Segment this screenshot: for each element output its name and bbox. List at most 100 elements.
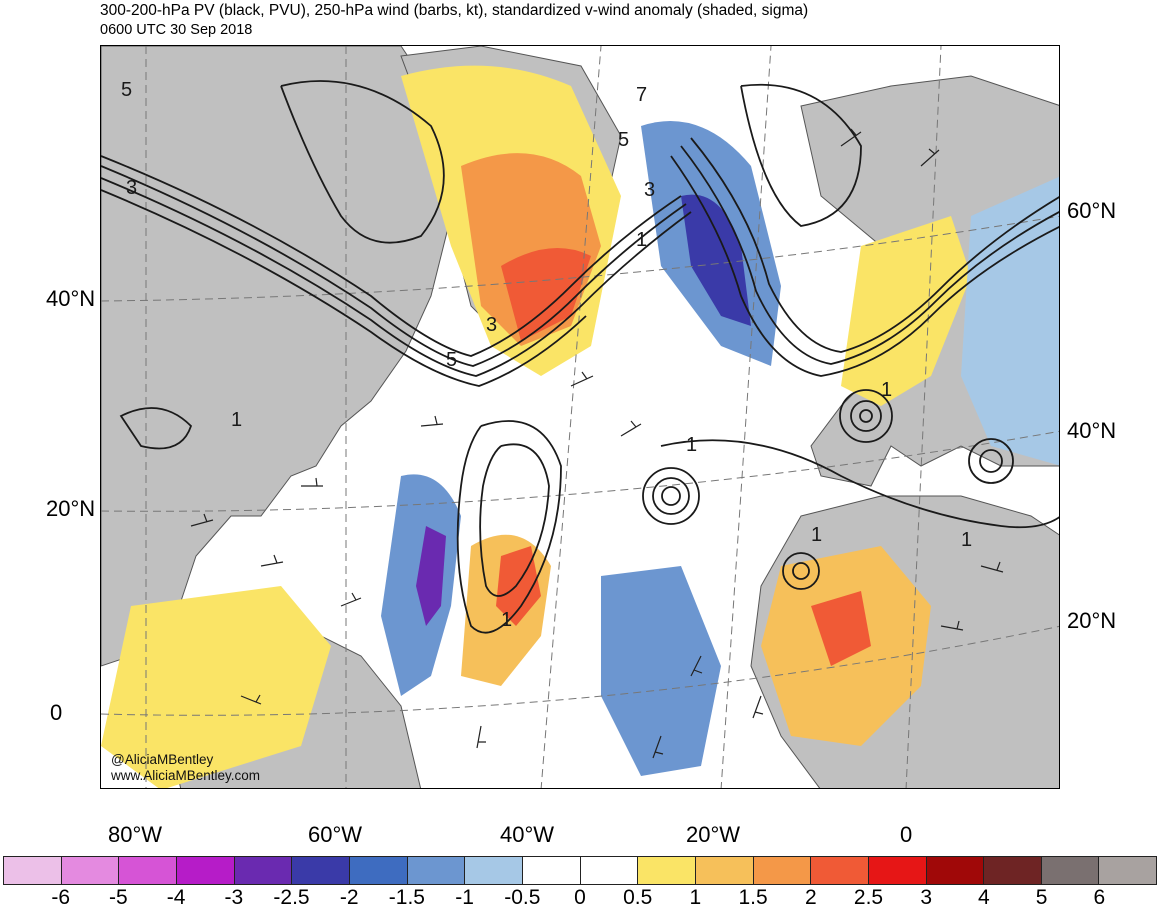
pv-contour-trough-2 [680, 145, 1059, 365]
colorbar-tick-label: -3 [224, 886, 244, 909]
contour-label: 1 [636, 229, 647, 251]
wind-barb [690, 655, 703, 677]
parallel-40n [101, 215, 1059, 302]
meridian-40w [540, 46, 602, 788]
graticule [101, 46, 1059, 788]
wind-barb [752, 695, 764, 719]
colorbar-swatch [695, 857, 754, 884]
wind-barb [652, 735, 664, 759]
positive-anomaly-africa-core [811, 591, 871, 666]
colorbar-swatch [465, 857, 523, 884]
pv-contour-north-1 [280, 80, 445, 244]
lat-label-right-40n: 40°N [1067, 418, 1117, 443]
valid-time: 0600 UTC 30 Sep 2018 [100, 22, 253, 38]
colorbar-swatch [61, 857, 120, 884]
colorbar-swatch [522, 857, 581, 884]
pv-cutoff-africa-1 [782, 552, 820, 590]
pv-cutoff-azores-2 [652, 477, 690, 515]
lon-label-80w: 80°W [108, 822, 163, 847]
positive-anomaly-greenland-max [501, 248, 591, 341]
lat-label-right-60n: 60°N [1067, 198, 1117, 223]
colorbar-tick-label: 3 [920, 886, 933, 909]
lat-label-left-20n: 20°N [46, 496, 96, 521]
colorbar-tick-label: 0 [574, 886, 586, 909]
pv-contour-jet-2 [101, 165, 687, 367]
contour-label: 1 [961, 529, 972, 551]
pv-contour-trough-3 [690, 137, 1059, 353]
contour-label: 1 [231, 409, 242, 431]
colorbar-tick-label: -6 [51, 886, 71, 909]
contour-label: 3 [486, 314, 497, 336]
wind-barb [340, 592, 362, 607]
contour-label: 3 [644, 179, 655, 201]
colorbar-tick-label: -1.5 [388, 886, 425, 909]
colorbar-tick-label: -0.5 [504, 886, 541, 909]
colorbar-swatch [580, 857, 639, 884]
negative-anomaly-tropical [601, 566, 721, 776]
colorbar-tick-label: 5 [1035, 886, 1048, 909]
colorbar-tick-label: -5 [109, 886, 128, 909]
pv-cutoff-iberia-1 [839, 389, 893, 443]
colorbar-tick-label: 2.5 [853, 886, 884, 909]
colorbar-swatch [176, 857, 235, 884]
meridian-0 [905, 46, 942, 788]
contour-label: 1 [686, 434, 697, 456]
colorbar-swatch [292, 857, 350, 884]
parallel-20n [101, 430, 1059, 512]
pv-contour-north-2 [740, 83, 862, 227]
colorbar-tick-label: 4 [978, 886, 990, 909]
watermark-handle: @AliciaMBentley [111, 752, 214, 767]
colorbar-swatch [1099, 857, 1157, 884]
wind-barb [570, 371, 594, 387]
contour-label: 1 [881, 379, 892, 401]
lat-label-right-20n: 20°N [1067, 608, 1117, 633]
wind-barb [840, 128, 862, 147]
wind-barb [301, 477, 323, 487]
pv-contour-jet-3 [101, 177, 692, 377]
pv-cutoff-azores-3 [661, 486, 681, 506]
colorbar-swatch [349, 857, 408, 884]
colorbar-tick-label: 2 [804, 886, 817, 909]
contour-label: 5 [446, 349, 457, 371]
lon-label-60w: 60°W [308, 822, 363, 847]
wind-barb [940, 620, 964, 631]
colorbar-swatch [119, 857, 177, 884]
pv-contour-cutoff-atlantic-2 [479, 443, 550, 597]
positive-anomaly-caribbean [101, 586, 331, 788]
pv-cutoff-africa-2 [792, 562, 810, 580]
colorbar-tick-label: 1.5 [738, 886, 768, 909]
contour-label: 7 [636, 84, 647, 106]
pv-cutoff-iberia-2 [850, 400, 882, 432]
colorbar-swatch [811, 857, 869, 884]
pv-cutoff-azores-1 [642, 467, 700, 525]
colorbar-swatch [4, 857, 62, 884]
meridian-20w [720, 46, 772, 788]
wind-barb [620, 420, 642, 437]
colorbar-tick-label: -1 [455, 886, 474, 909]
lon-label-0: 0 [900, 822, 913, 847]
colorbar-tick-label: -2.5 [273, 886, 310, 909]
lon-label-40w: 40°W [500, 822, 555, 847]
pv-contour-cutoff-atlantic [456, 420, 562, 634]
colorbar-swatch [753, 857, 812, 884]
contour-label: 3 [126, 177, 137, 199]
positive-anomaly-atlantic-core [496, 546, 541, 626]
lon-label-20w: 20°W [686, 822, 741, 847]
colorbar-tick-label: -2 [339, 886, 359, 909]
negative-anomaly-iceland-core [681, 194, 751, 326]
watermark-site: www.AliciaMBentley.com [111, 768, 261, 783]
parallel-0 [101, 625, 1059, 716]
wind-barbs [190, 128, 1004, 759]
wind-barb [190, 513, 214, 527]
colorbar [3, 856, 1157, 885]
pv-cutoff-med-1 [968, 438, 1014, 484]
pv-cutoff-iberia-3 [859, 409, 873, 423]
wind-barb [240, 694, 262, 705]
contour-label: 1 [501, 609, 512, 631]
contour-label: 5 [121, 79, 132, 101]
chart-title: 300-200-hPa PV (black, PVU), 250-hPa win… [100, 2, 809, 19]
lat-label-left-40n: 40°N [46, 286, 96, 311]
wind-barb [980, 561, 1004, 573]
map-panel: 5 3 7 5 3 1 3 5 1 1 1 1 1 1 @AliciaMBent… [100, 45, 1060, 789]
colorbar-tick-label: -4 [166, 886, 186, 909]
